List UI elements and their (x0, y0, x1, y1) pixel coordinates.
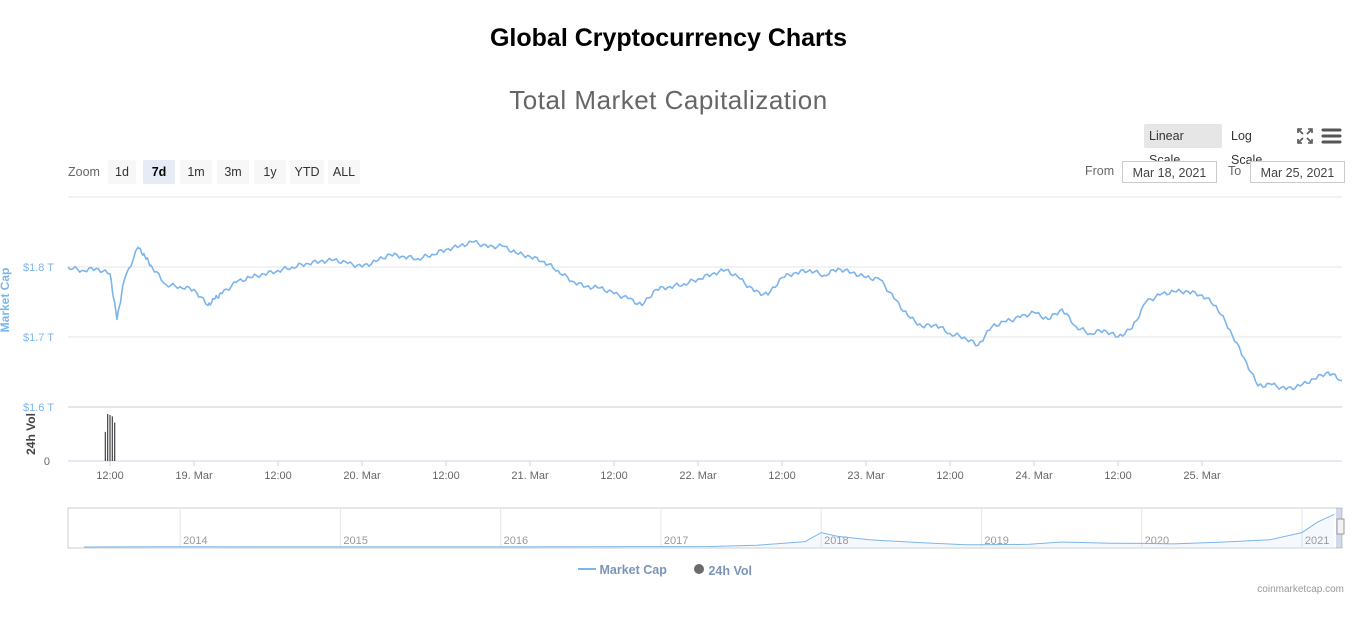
navigator-tick-label: 2017 (664, 535, 688, 547)
navigator-handle[interactable] (1336, 518, 1345, 535)
from-label: From (1085, 164, 1115, 178)
zoom-1d-button[interactable]: 1d (108, 160, 136, 184)
zoom-1y-button[interactable]: 1y (254, 160, 286, 184)
y-tick-label: $1.6 T (23, 402, 54, 414)
navigator-series-line (83, 514, 1335, 548)
navigator-tick-label: 2018 (824, 535, 848, 547)
volume-bar (109, 414, 111, 461)
volume-series (104, 414, 116, 461)
x-tick-label: 20. Mar (343, 470, 381, 482)
menu-icon[interactable] (1320, 125, 1342, 147)
x-tick-label: 23. Mar (847, 470, 885, 482)
volume-bar (111, 416, 113, 461)
x-tick-label: 12:00 (936, 470, 964, 482)
legend-market-cap[interactable]: Market Cap (578, 563, 667, 577)
x-tick-label: 12:00 (264, 470, 292, 482)
navigator-tick-label: 2014 (183, 535, 207, 547)
x-tick-label: 12:00 (600, 470, 628, 482)
navigator-tick-label: 2021 (1305, 535, 1329, 547)
grid-lines (68, 196, 1342, 462)
legend-volume[interactable]: 24h Vol (693, 563, 752, 578)
from-date-input[interactable]: Mar 18, 2021 (1122, 161, 1217, 183)
navigator-tick-label: 2016 (504, 535, 528, 547)
x-tick-label: 12:00 (432, 470, 460, 482)
volume-legend-icon (694, 564, 704, 574)
navigator-tick-label: 2019 (984, 535, 1008, 547)
x-tick-label: 19. Mar (175, 470, 213, 482)
y-axis: Market Cap 24h Vol 0 $1.6 T $1.7 T $1.8 T (0, 262, 54, 468)
x-tick-label: 12:00 (1104, 470, 1132, 482)
zoom-all-button[interactable]: ALL (328, 160, 360, 184)
market-cap-legend-icon (578, 568, 596, 570)
volume-axis-title: 24h Vol (24, 413, 38, 455)
to-label: To (1228, 164, 1242, 178)
navigator-x-axis: 20142015201620172018201920202021 (179, 508, 1329, 548)
y-tick-label: $1.8 T (23, 262, 54, 274)
volume-bar (114, 422, 116, 461)
legend-market-cap-label: Market Cap (599, 563, 667, 577)
x-tick-label: 24. Mar (1015, 470, 1053, 482)
volume-bar (104, 431, 106, 461)
x-tick-label: 22. Mar (679, 470, 717, 482)
navigator-tick-label: 2015 (343, 535, 367, 547)
zoom-7d-button[interactable]: 7d (143, 160, 175, 184)
y-tick-label: $1.7 T (23, 332, 54, 344)
volume-axis-zero: 0 (44, 456, 50, 468)
zoom-1m-button[interactable]: 1m (180, 160, 212, 184)
to-date-input[interactable]: Mar 25, 2021 (1250, 161, 1345, 183)
zoom-ytd-button[interactable]: YTD (290, 160, 324, 184)
y-axis-title: Market Cap (0, 268, 12, 333)
x-tick-label: 12:00 (768, 470, 796, 482)
fullscreen-icon[interactable] (1294, 125, 1316, 147)
x-tick-label: 21. Mar (511, 470, 549, 482)
zoom-label: Zoom (68, 165, 100, 179)
zoom-3m-button[interactable]: 3m (217, 160, 249, 184)
market-cap-series-line (67, 239, 1343, 391)
page-title: Global Cryptocurrency Charts (489, 24, 848, 52)
legend-volume-label: 24h Vol (708, 564, 753, 578)
chart-title: Total Market Capitalization (509, 85, 828, 115)
x-tick-label: 12:00 (96, 470, 124, 482)
navigator[interactable]: 20142015201620172018201920202021 (67, 507, 1345, 549)
x-axis: 12:00 19. Mar 12:00 20. Mar 12:00 21. Mar 12:0… (96, 461, 1221, 482)
navigator-series-area (84, 514, 1334, 547)
x-tick-label: 25. Mar (1183, 470, 1221, 482)
volume-bar (107, 414, 109, 461)
credits[interactable]: coinmarketcap.com (1257, 584, 1344, 595)
